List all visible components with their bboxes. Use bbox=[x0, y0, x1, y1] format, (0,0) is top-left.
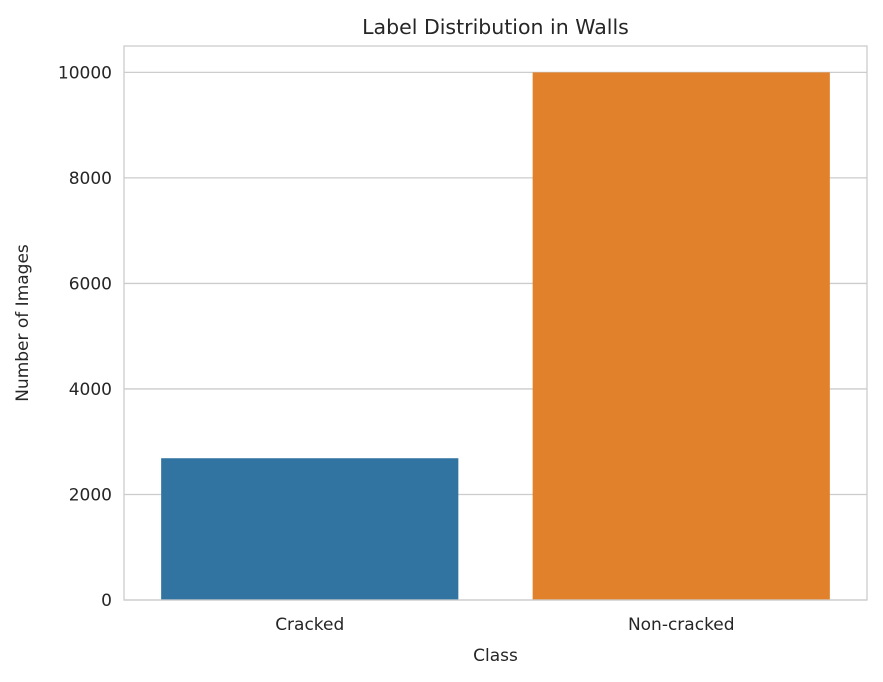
y-tick-label: 8000 bbox=[69, 169, 112, 189]
y-tick-label: 2000 bbox=[69, 485, 112, 505]
bar-non-cracked bbox=[532, 72, 830, 600]
y-axis-label: Number of Images bbox=[13, 244, 33, 402]
y-tick-label: 6000 bbox=[69, 274, 112, 294]
bars bbox=[161, 72, 830, 600]
chart-title: Label Distribution in Walls bbox=[362, 15, 629, 39]
plot-frame bbox=[123, 45, 868, 601]
x-tick-label: Cracked bbox=[275, 615, 344, 635]
y-tick-label: 0 bbox=[101, 591, 112, 611]
y-tick-labels: 0 2000 4000 6000 8000 10000 bbox=[58, 63, 112, 611]
x-tick-labels: Cracked Non-cracked bbox=[275, 615, 734, 635]
y-tick-label: 10000 bbox=[58, 63, 112, 83]
y-tick-label: 4000 bbox=[69, 380, 112, 400]
x-axis-label: Class bbox=[473, 646, 518, 666]
x-tick-label: Non-cracked bbox=[628, 615, 735, 635]
bar-cracked bbox=[161, 458, 459, 600]
